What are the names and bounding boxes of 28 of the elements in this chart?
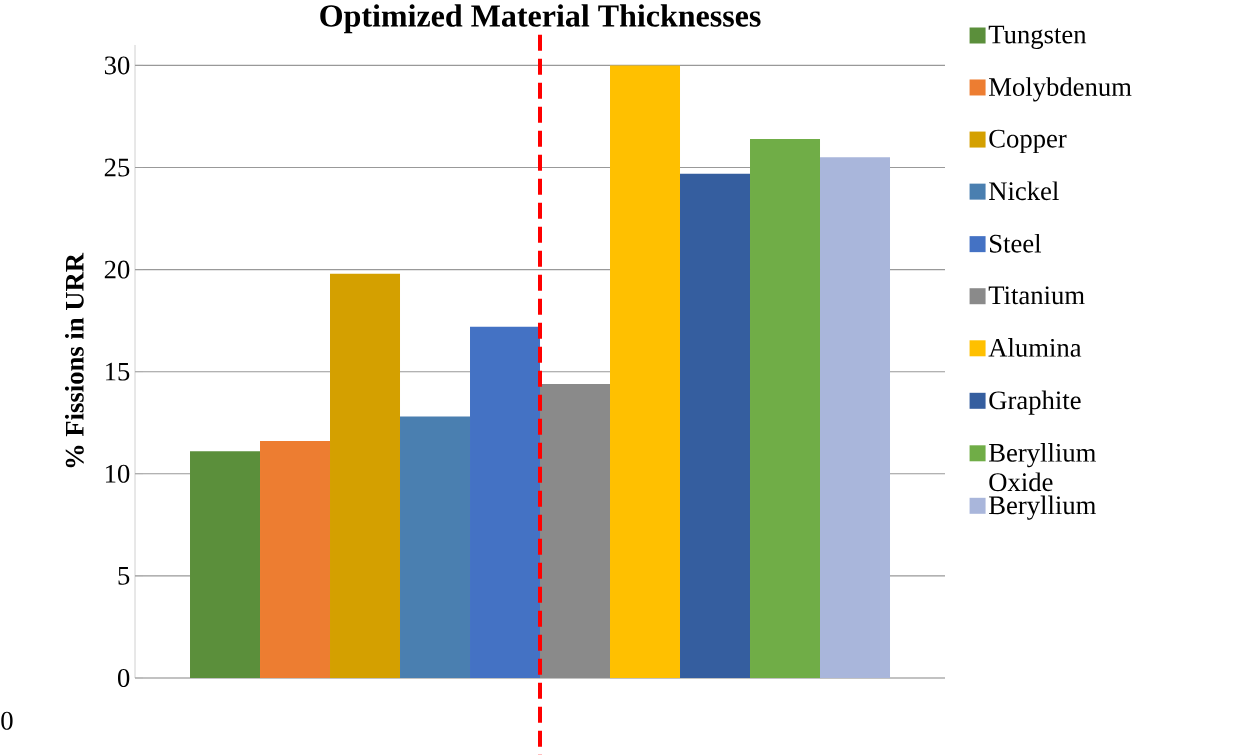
- legend-label: Steel: [990, 233, 1042, 253]
- y-tick-label: 0: [117, 668, 130, 687]
- bar: [190, 451, 261, 678]
- chart-title: Optimized Material Thicknesses: [320, 4, 761, 34]
- bar: [610, 65, 681, 678]
- text: 0: [1, 711, 13, 730]
- y-tick-label: 5: [118, 567, 130, 585]
- legend-label: Tungsten: [988, 25, 1087, 49]
- legend-label: Molybdenum: [989, 77, 1132, 102]
- legend-label: Titanium: [988, 286, 1085, 305]
- bar: [260, 441, 331, 678]
- y-tick-label: 10: [105, 464, 130, 483]
- y-tick-label: 20: [104, 260, 130, 279]
- legend-label: Beryllium: [989, 495, 1096, 520]
- y-tick-label: 25: [104, 158, 130, 177]
- legend-label: Beryllium Oxide: [989, 443, 1096, 492]
- bar: [820, 157, 891, 678]
- y-axis-title: % Fissions in URR: [64, 252, 84, 468]
- legend-label: Alumina: [988, 338, 1082, 357]
- bar: [400, 416, 471, 678]
- legend-label: Nickel: [989, 181, 1059, 201]
- legend-label: Copper: [989, 129, 1067, 154]
- bar: [330, 273, 401, 678]
- y-tick-label: 30: [104, 56, 130, 75]
- bar: [680, 173, 751, 678]
- bar: [750, 138, 821, 678]
- legend-label: Graphite: [989, 390, 1081, 415]
- y-tick-label: 15: [105, 362, 130, 381]
